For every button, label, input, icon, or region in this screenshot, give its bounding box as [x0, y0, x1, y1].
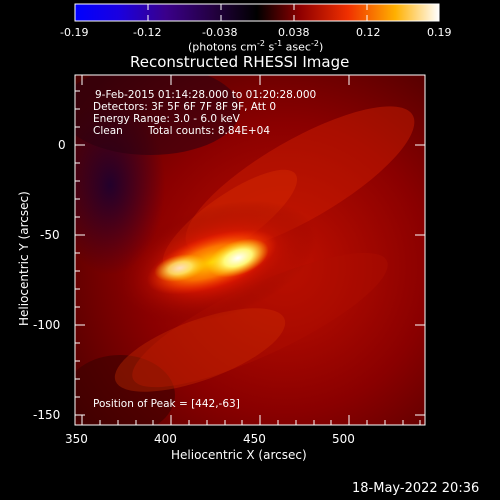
y-axis-ticks: [75, 90, 425, 416]
colorbar: [74, 3, 440, 22]
colorbar-tick-label: -0.19: [60, 26, 89, 39]
method-annotation: Clean: [93, 125, 123, 137]
peak-annotation: Position of Peak = [442,-63]: [93, 398, 240, 410]
energy-annotation: Energy Range: 3.0 - 6.0 keV: [93, 113, 240, 125]
x-tick-label: 500: [332, 432, 355, 446]
counts-annotation: Total counts: 8.84E+04: [148, 125, 271, 137]
plot-title: Reconstructed RHESSI Image: [130, 53, 350, 71]
y-tick-label: -50: [40, 228, 60, 242]
y-tick-label: 0: [58, 138, 66, 152]
x-tick-label: 350: [65, 432, 88, 446]
colorbar-tick-label: -0.12: [133, 26, 162, 39]
y-axis-label: Heliocentric Y (arcsec): [17, 191, 31, 326]
colorbar-tick-label: 0.038: [278, 26, 310, 39]
x-axis-label: Heliocentric X (arcsec): [171, 448, 307, 462]
plot-frame: [74, 74, 426, 426]
x-tick-label: 450: [243, 432, 266, 446]
detectors-annotation: Detectors: 3F 5F 6F 7F 8F 9F, Att 0: [93, 101, 277, 113]
colorbar-tick-label: 0.19: [427, 26, 452, 39]
rhessi-image: [75, 75, 425, 425]
x-tick-label: 400: [154, 432, 177, 446]
colorbar-ticks: [74, 4, 440, 21]
colorbar-units: (photons cm-2 s-1 asec-2): [188, 39, 324, 54]
time-range-annotation: 9-Feb-2015 01:14:28.000 to 01:20:28.000: [95, 89, 317, 101]
x-axis-ticks: [81, 75, 421, 425]
y-tick-label: -100: [33, 318, 61, 332]
y-tick-label: -150: [33, 408, 61, 422]
footer-date: 18-May-2022 20:36: [352, 481, 480, 496]
colorbar-tick-label: 0.12: [356, 26, 381, 39]
colorbar-tick-label: -0.038: [202, 26, 238, 39]
